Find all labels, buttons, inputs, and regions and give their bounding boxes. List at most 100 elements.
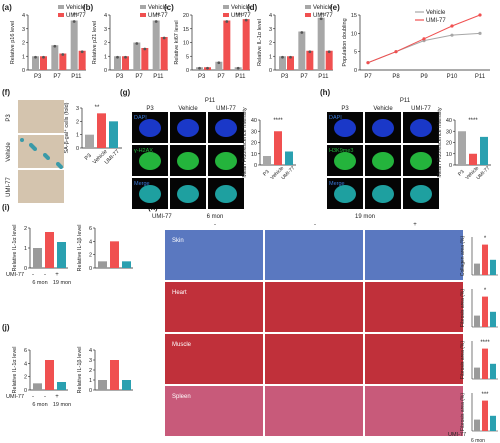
legend-swatch-vehicle bbox=[223, 5, 229, 9]
xtick-label: P11 bbox=[475, 74, 486, 80]
chart-1-ytick-label: 3 bbox=[104, 27, 107, 33]
nucleus bbox=[177, 119, 199, 137]
xtick-label: P3 bbox=[34, 74, 42, 80]
significance-mark: *** bbox=[72, 13, 80, 19]
chart-7-ytick-label: 40 bbox=[446, 118, 452, 124]
chart-2-ytick-label: 5 bbox=[186, 54, 189, 60]
legend-vehicle: Vehicle bbox=[231, 5, 251, 11]
xtick-label: P7 bbox=[300, 74, 308, 80]
histology-tile bbox=[265, 386, 363, 436]
legend-swatch-umi bbox=[58, 13, 64, 17]
chart-3-ytick-label: 2 bbox=[269, 41, 272, 47]
chart-3-ytick-label: 0 bbox=[269, 68, 272, 74]
bar bbox=[480, 136, 488, 165]
data-point bbox=[308, 50, 312, 54]
column-label: Vehicle bbox=[178, 106, 198, 112]
panel-letter-h: (h) bbox=[320, 88, 331, 97]
k-bar bbox=[482, 296, 488, 327]
stain-cell bbox=[29, 143, 33, 147]
chart-6-ylabel: Mean Fluorescence Intensity bbox=[242, 107, 248, 178]
bar-f-2 bbox=[109, 121, 118, 148]
chart-2-ylabel: Relative ki67 level bbox=[174, 20, 180, 64]
sign: - bbox=[44, 272, 46, 278]
sign: - bbox=[214, 222, 216, 228]
histology-tile bbox=[365, 230, 463, 280]
panel-letter-b: (b) bbox=[83, 3, 94, 12]
xtick-label: P3 bbox=[116, 74, 124, 80]
chart-i-right-bar bbox=[122, 261, 131, 268]
significance-mark: * bbox=[484, 236, 487, 242]
bar-1-0-1 bbox=[122, 56, 129, 70]
k-bar bbox=[474, 315, 480, 327]
chart-j-left-ytick-label: 6 bbox=[24, 348, 27, 354]
data-point bbox=[236, 66, 240, 70]
legend-umi: UMI-77 bbox=[313, 13, 333, 19]
chart-i-left-ylabel: Relative IL-1α level bbox=[12, 225, 18, 272]
significance-mark: **** bbox=[480, 340, 490, 346]
significance-mark: * bbox=[484, 288, 487, 294]
nucleus bbox=[177, 152, 199, 170]
xtick-label: P7 bbox=[53, 74, 61, 80]
panel-header: P11 bbox=[205, 98, 216, 104]
chart-2-ytick-label: 15 bbox=[183, 27, 189, 33]
chart-e-ytick-label: 10 bbox=[351, 31, 357, 37]
legend-vehicle: Vehicle bbox=[66, 5, 86, 11]
k-bar bbox=[474, 419, 480, 431]
chart-2-ytick-label: 0 bbox=[186, 68, 189, 74]
bar-0-1-0 bbox=[51, 45, 59, 70]
data-point bbox=[225, 20, 229, 23]
tissue-label: Skin bbox=[172, 238, 184, 244]
bar-0-0-1 bbox=[40, 56, 47, 70]
legend-swatch-vehicle bbox=[305, 5, 311, 9]
histology-tile bbox=[365, 282, 463, 332]
chart-f-ytick-label: 1 bbox=[76, 133, 79, 139]
chart-6-ytick-label: 0 bbox=[254, 163, 257, 169]
group-label: 6 mon bbox=[471, 438, 485, 443]
histology-tile bbox=[265, 282, 363, 332]
stain-cell bbox=[20, 138, 24, 142]
xtick-label: P9 bbox=[420, 74, 428, 80]
legend-swatch-umi bbox=[223, 13, 229, 17]
row-label: UMI-77 bbox=[448, 432, 466, 438]
row-label: UMI-77 bbox=[6, 394, 24, 400]
xtick-label: P10 bbox=[447, 74, 458, 80]
nucleus bbox=[372, 119, 394, 137]
chart-f-ytick-label: 0 bbox=[76, 146, 79, 152]
chart-0-ytick-label: 0 bbox=[22, 68, 25, 74]
stain-cell bbox=[43, 153, 47, 157]
chart-3-ytick-label: 1 bbox=[269, 54, 272, 60]
chart-7-ytick-label: 30 bbox=[446, 129, 452, 135]
data-point bbox=[289, 55, 292, 59]
chart-j-left-bar bbox=[33, 383, 42, 390]
panel-letter-e: (e) bbox=[330, 3, 340, 12]
bar-1-2-1 bbox=[160, 37, 168, 70]
chart-i-left-ytick-label: 0 bbox=[24, 266, 27, 272]
xtick-label: P7 bbox=[217, 74, 225, 80]
panel-letter-i: (i) bbox=[2, 203, 10, 212]
chart-1-ytick-label: 4 bbox=[104, 13, 107, 19]
chart-3-ytick-label: 3 bbox=[269, 27, 272, 33]
bar-3-2-0 bbox=[317, 17, 325, 70]
chart-7-ytick-label: 10 bbox=[446, 152, 452, 158]
legend-swatch-vehicle bbox=[140, 5, 146, 9]
significance-mark: *** bbox=[481, 392, 489, 398]
data-point bbox=[143, 47, 147, 51]
bar-2-1-1 bbox=[223, 20, 231, 70]
chart-7-ytick-label: 20 bbox=[446, 141, 452, 147]
legend-swatch-umi bbox=[140, 13, 146, 17]
chart-j-left-ytick-label: 2 bbox=[24, 375, 27, 381]
row-label: H3K9me3 bbox=[329, 148, 353, 154]
group-label: 19 mon bbox=[53, 280, 71, 286]
bar-f-0 bbox=[85, 134, 94, 148]
bar-f-1 bbox=[97, 113, 106, 148]
data-point bbox=[72, 20, 76, 23]
nucleus bbox=[410, 119, 432, 137]
chart-i-right-bar bbox=[98, 261, 107, 268]
chart-j-right-ytick-label: 2 bbox=[89, 368, 92, 374]
group-label: 19 mon bbox=[53, 402, 71, 408]
data-point bbox=[42, 55, 45, 59]
chart-j-right-bar bbox=[122, 380, 131, 390]
chart-e-ylabel: Population doubling bbox=[342, 18, 348, 66]
nucleus bbox=[139, 185, 161, 203]
